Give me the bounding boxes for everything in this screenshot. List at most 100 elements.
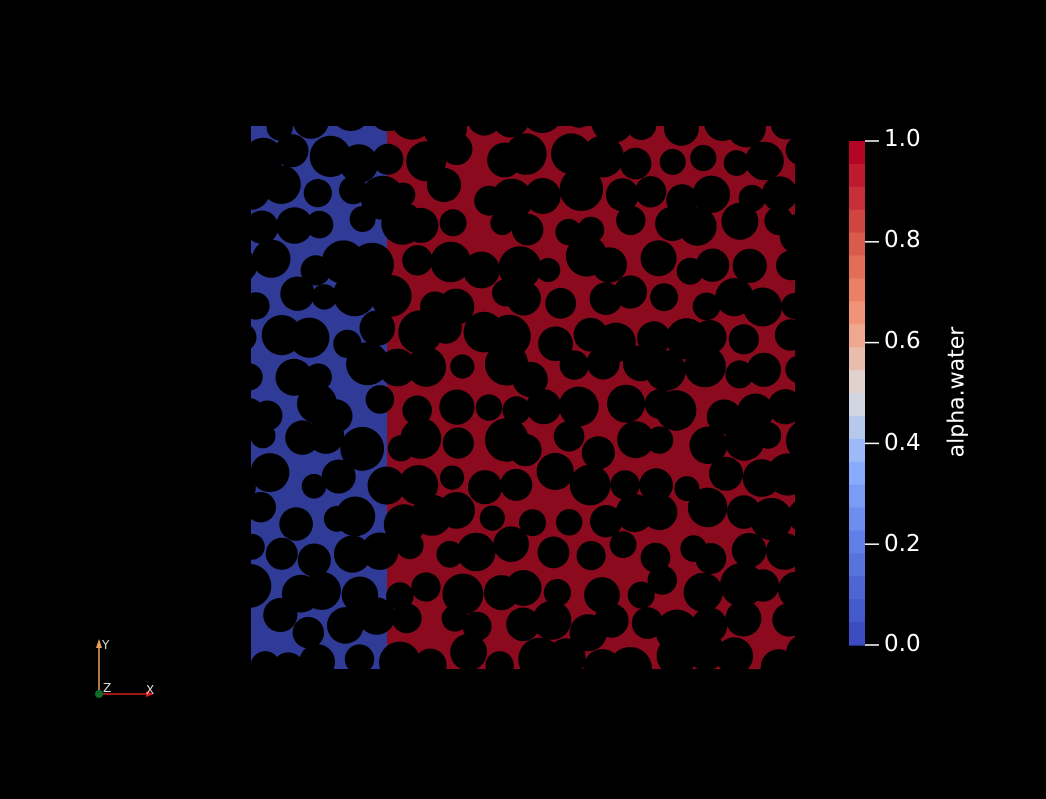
grain <box>746 352 782 387</box>
grain <box>745 141 784 181</box>
grain <box>641 494 678 531</box>
grain <box>252 400 283 431</box>
grain <box>440 465 465 490</box>
grain <box>663 126 699 146</box>
grain <box>750 497 793 541</box>
grain <box>441 605 468 632</box>
grain <box>386 582 414 610</box>
grain <box>754 422 782 449</box>
grain <box>774 319 795 351</box>
grain <box>743 287 783 327</box>
grain <box>609 531 637 558</box>
grain <box>430 241 472 283</box>
grain <box>627 581 655 609</box>
grain <box>725 360 754 389</box>
grain <box>307 417 345 454</box>
grain <box>337 126 364 132</box>
grain <box>524 178 561 214</box>
grain <box>500 468 533 501</box>
grain <box>723 150 750 176</box>
grain <box>463 251 500 289</box>
grain <box>462 611 492 641</box>
grain <box>692 319 727 354</box>
legend-tick-0-6: 0.6 <box>884 328 921 354</box>
grain <box>640 240 677 277</box>
grain <box>608 647 652 669</box>
grain <box>276 207 313 244</box>
color-band <box>849 209 865 234</box>
grain <box>678 207 717 246</box>
grain <box>302 571 341 611</box>
grain <box>303 179 332 208</box>
orientation-axes-icon <box>95 639 154 698</box>
grain <box>581 436 615 470</box>
grain <box>767 389 795 425</box>
grain <box>402 245 433 276</box>
grain <box>275 134 309 168</box>
grain <box>526 389 562 425</box>
grain <box>656 635 697 669</box>
y-axis-arrow <box>96 639 102 648</box>
grain <box>512 361 548 398</box>
grain <box>505 570 542 606</box>
grain <box>647 565 677 595</box>
grain <box>251 210 279 244</box>
axis-label-x: X <box>146 683 155 697</box>
color-band <box>849 347 865 371</box>
grain <box>684 345 726 388</box>
grain <box>659 148 686 175</box>
grain <box>439 209 467 237</box>
grain <box>728 324 759 355</box>
legend-tick-0-4: 0.4 <box>884 430 921 456</box>
color-legend-ticks <box>865 140 879 646</box>
grain <box>607 384 646 423</box>
grain <box>581 135 624 178</box>
axis-label-y: Y <box>102 638 110 652</box>
grain <box>436 540 464 568</box>
grain <box>398 465 439 505</box>
grain <box>511 213 544 246</box>
grain <box>761 176 795 212</box>
color-band <box>849 141 865 165</box>
grain <box>440 133 473 166</box>
grain <box>304 363 332 391</box>
grain <box>766 453 795 496</box>
grain <box>509 433 542 467</box>
grain <box>786 636 795 669</box>
grain <box>396 531 424 560</box>
grain <box>339 144 379 184</box>
grain <box>265 537 298 570</box>
grain <box>695 543 727 574</box>
grain <box>715 637 754 669</box>
grain <box>640 542 671 573</box>
grain <box>645 350 686 391</box>
grain <box>361 532 399 570</box>
grain <box>468 470 503 505</box>
grain <box>271 652 305 669</box>
color-band <box>849 278 865 302</box>
grain <box>398 310 443 355</box>
grain <box>553 420 585 452</box>
grain <box>379 641 421 669</box>
color-band <box>849 370 865 394</box>
grain <box>687 487 728 528</box>
grain <box>571 126 587 128</box>
color-band <box>849 163 865 188</box>
grain <box>493 126 528 138</box>
grain <box>305 210 334 239</box>
grain <box>340 426 385 471</box>
grain <box>785 136 795 164</box>
grain <box>279 507 313 541</box>
grain <box>591 247 627 283</box>
grain <box>655 390 697 431</box>
grain <box>333 535 372 573</box>
grain <box>490 210 515 236</box>
grain <box>301 473 327 499</box>
grain <box>746 569 780 602</box>
grain <box>781 293 795 319</box>
grain <box>327 607 364 644</box>
color-band <box>849 232 865 257</box>
legend-tick-0-2: 0.2 <box>884 531 921 557</box>
grain <box>502 396 531 425</box>
